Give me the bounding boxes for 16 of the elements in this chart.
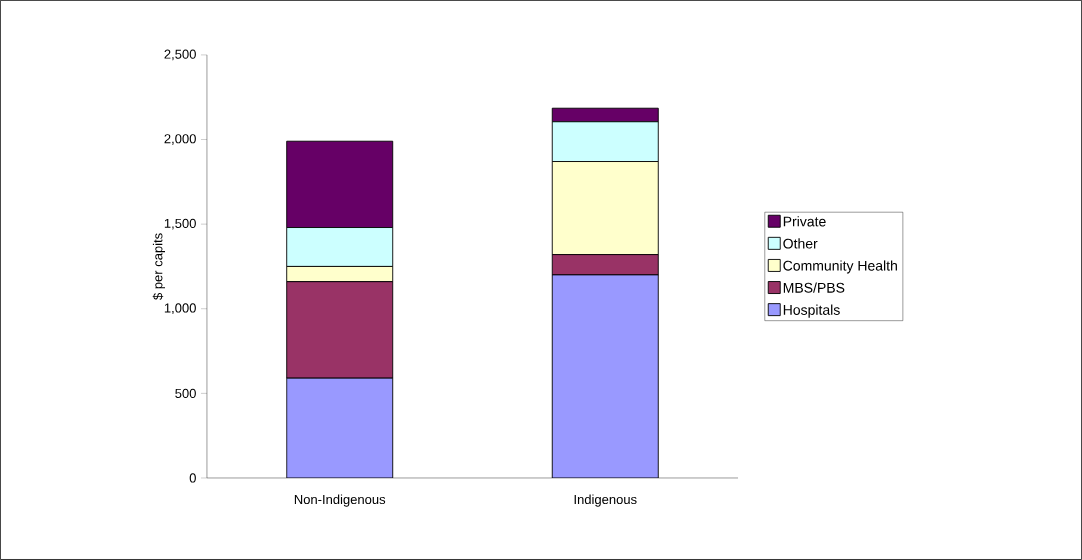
y-tick-label: 0 <box>189 473 196 483</box>
legend-label: Private <box>783 216 826 227</box>
y-tick-label: 1,000 <box>164 303 196 315</box>
y-tick-label: 1,500 <box>164 218 196 230</box>
y-axis-title: $ per capits <box>152 233 166 300</box>
bar <box>286 377 394 479</box>
y-tick-label: 2,000 <box>164 134 196 145</box>
bar <box>551 274 659 479</box>
x-tick-label: Non-Indigenous <box>294 494 386 507</box>
legend-label: Other <box>783 238 818 249</box>
legend-label: Community Health <box>783 260 897 274</box>
legend-label: Hospitals <box>783 304 840 318</box>
y-tick-label: 2,500 <box>164 49 196 61</box>
x-tick-label: Indigenous <box>574 494 637 507</box>
y-tick-label: 500 <box>175 388 196 399</box>
legend-label: MBS/PBS <box>783 282 845 293</box>
